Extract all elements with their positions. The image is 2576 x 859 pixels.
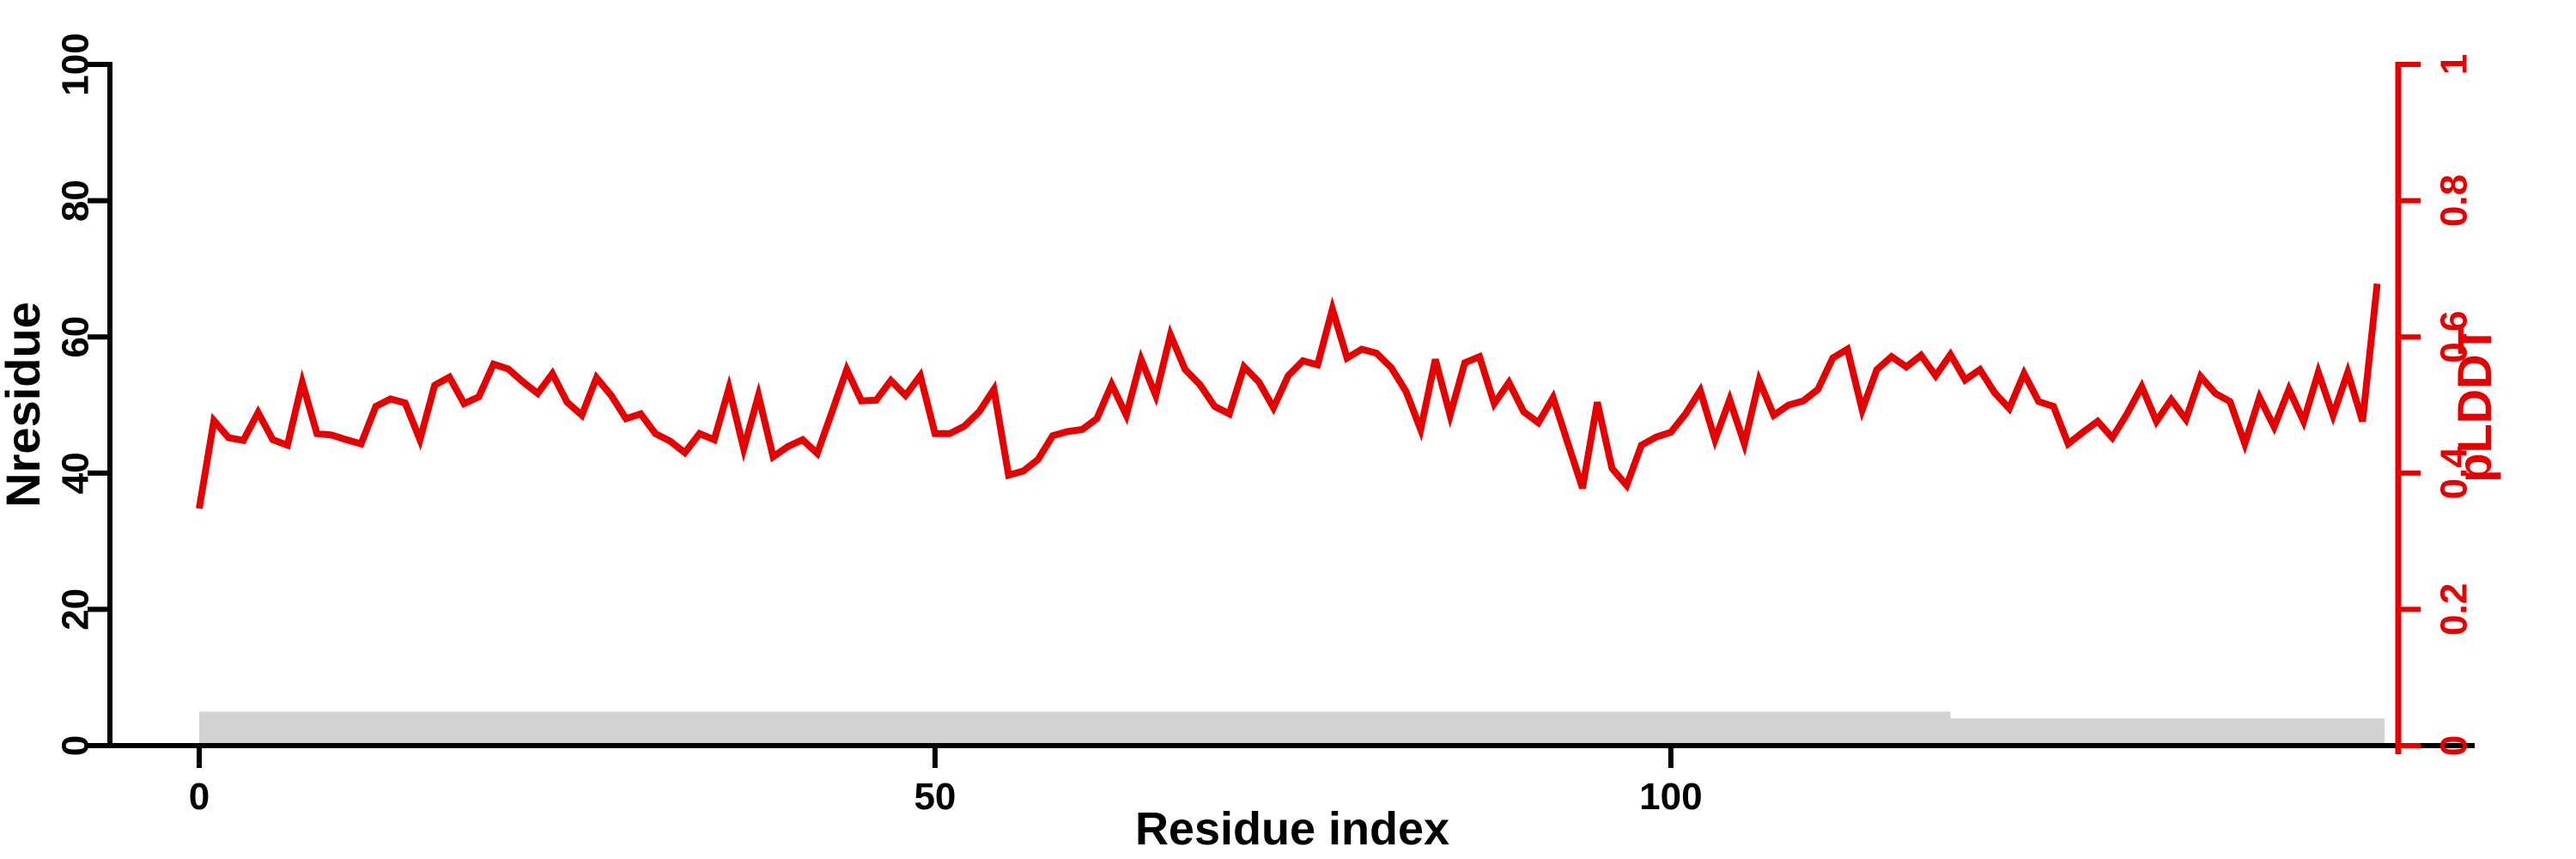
left-axis-tick-label: 60 — [55, 316, 97, 358]
nresidue-bar — [1950, 718, 2385, 745]
left-axis-title: Nresidue — [0, 302, 50, 508]
left-axis-tick-label: 0 — [55, 735, 97, 756]
plddt-line — [196, 283, 2381, 509]
left-axis-tick-label: 100 — [55, 33, 97, 95]
right-axis-tick-label: 0 — [2433, 735, 2476, 756]
right-axis-tick-label: 0.2 — [2433, 583, 2476, 636]
left-axis-tick-label: 20 — [55, 588, 97, 631]
left-axis-ticks: 0 20 40 60 80 100 — [55, 33, 110, 756]
nresidue-bar — [199, 711, 1951, 745]
x-axis-tick-label: 50 — [914, 776, 956, 818]
left-axis-tick-label: 80 — [55, 180, 97, 222]
right-axis-tick-label: 1 — [2433, 54, 2476, 75]
x-axis-ticks: 0 50 100 — [189, 746, 1703, 818]
right-axis-tick-label: 0.4 — [2433, 447, 2476, 500]
right-axis-ticks: 0 0.2 0.4 0.6 0.8 1 — [2398, 54, 2476, 756]
x-axis-title: Residue index — [1135, 803, 1449, 855]
right-axis-title: pLDDT — [2447, 325, 2501, 483]
x-axis-tick-label: 0 — [189, 776, 210, 818]
x-axis-tick-label: 100 — [1639, 776, 1702, 818]
nresidue-bars — [199, 711, 2385, 745]
left-axis-tick-label: 40 — [55, 452, 97, 494]
right-axis-tick-label: 0.6 — [2433, 311, 2476, 363]
right-axis-tick-label: 0.8 — [2433, 174, 2476, 227]
